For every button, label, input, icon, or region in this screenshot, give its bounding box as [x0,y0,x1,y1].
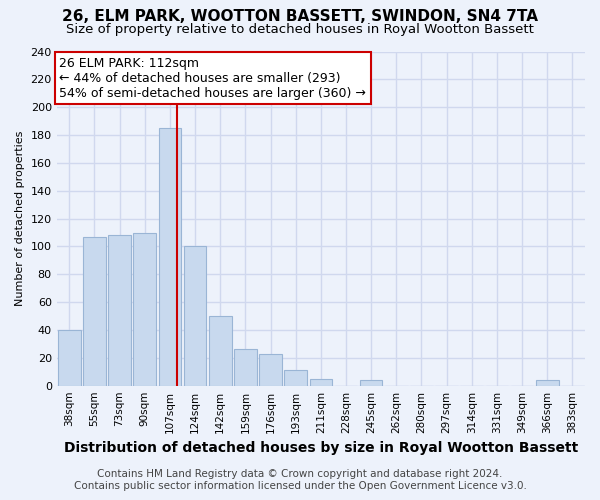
Bar [133,232,156,386]
Bar [108,236,131,386]
Bar [234,350,257,386]
Text: Size of property relative to detached houses in Royal Wootton Bassett: Size of property relative to detached ho… [66,22,534,36]
Text: 26, ELM PARK, WOOTTON BASSETT, SWINDON, SN4 7TA: 26, ELM PARK, WOOTTON BASSETT, SWINDON, … [62,9,538,24]
Bar [58,330,80,386]
Bar [284,370,307,386]
Text: Contains HM Land Registry data © Crown copyright and database right 2024.
Contai: Contains HM Land Registry data © Crown c… [74,470,526,491]
Bar [259,354,282,386]
Bar [310,378,332,386]
Text: 26 ELM PARK: 112sqm
← 44% of detached houses are smaller (293)
54% of semi-detac: 26 ELM PARK: 112sqm ← 44% of detached ho… [59,56,366,100]
Bar [158,128,181,386]
Bar [83,236,106,386]
Bar [209,316,232,386]
Bar [536,380,559,386]
X-axis label: Distribution of detached houses by size in Royal Wootton Bassett: Distribution of detached houses by size … [64,441,578,455]
Bar [184,246,206,386]
Y-axis label: Number of detached properties: Number of detached properties [15,131,25,306]
Bar [360,380,382,386]
